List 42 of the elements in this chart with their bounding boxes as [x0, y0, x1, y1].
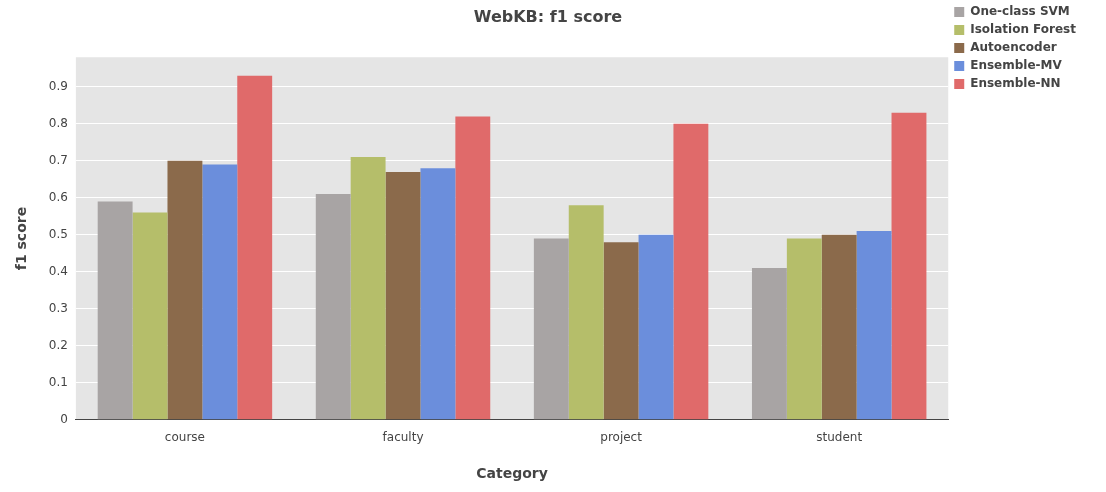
bar: [385, 171, 421, 420]
y-tick-label: 0.5: [48, 226, 68, 241]
y-tick-label: 0.8: [48, 115, 68, 130]
bar: [786, 238, 822, 420]
bar: [856, 231, 892, 420]
x-tick-label: student: [816, 430, 863, 445]
bar: [891, 112, 927, 420]
legend-label: One-class SVM: [970, 4, 1070, 19]
bar: [568, 205, 604, 420]
y-tick-label: 0.1: [48, 374, 68, 389]
x-tick-label: course: [164, 430, 205, 445]
legend-label: Isolation Forest: [970, 22, 1077, 37]
bar: [821, 234, 857, 420]
bar: [202, 164, 238, 420]
legend-label: Ensemble-NN: [970, 76, 1061, 91]
y-tick-label: 0.4: [48, 263, 68, 278]
y-axis-title: f1 score: [13, 206, 30, 271]
bar: [673, 123, 709, 420]
bar: [97, 201, 133, 420]
legend-label: Ensemble-MV: [970, 58, 1063, 73]
y-tick-label: 0.6: [48, 189, 68, 204]
bar: [350, 157, 386, 420]
bar: [132, 212, 168, 420]
x-axis-title: Category: [476, 465, 548, 482]
y-tick-label: 0.3: [48, 300, 68, 315]
bar: [237, 75, 273, 420]
y-tick-label: 0.9: [48, 78, 68, 93]
bar: [533, 238, 569, 420]
y-tick-label: 0.7: [48, 152, 68, 167]
bar: [603, 242, 639, 420]
bar: [420, 168, 456, 420]
legend-label: Autoencoder: [970, 40, 1057, 55]
bar: [455, 116, 491, 420]
bar: [315, 194, 351, 420]
bar: [751, 268, 787, 420]
y-tick-label: 0.2: [48, 337, 68, 352]
chart-title: WebKB: f1 score: [473, 6, 623, 26]
x-tick-label: project: [600, 430, 643, 445]
x-tick-label: faculty: [382, 430, 424, 445]
bar: [638, 234, 674, 420]
bar: [167, 160, 203, 420]
y-tick-label: 0: [60, 411, 68, 426]
